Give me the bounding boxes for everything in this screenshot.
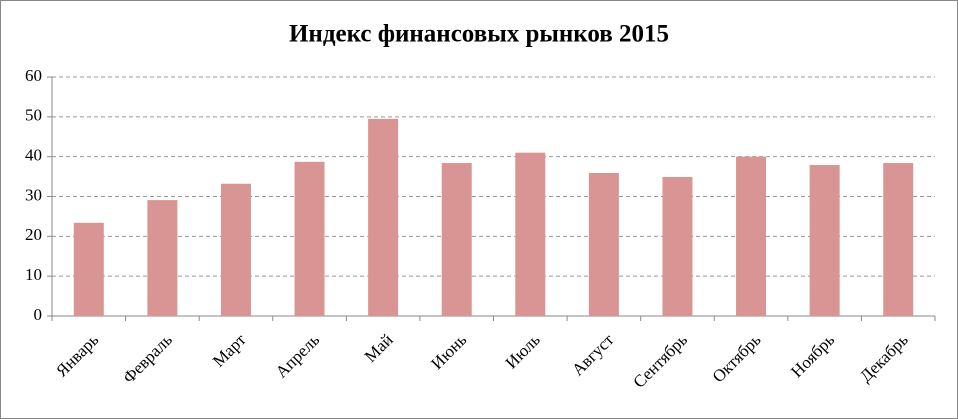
bar xyxy=(73,222,104,316)
bar xyxy=(220,183,251,316)
y-tick-label: 40 xyxy=(25,146,42,165)
bar xyxy=(662,176,693,316)
bar xyxy=(147,200,178,316)
y-tick-label: 10 xyxy=(25,265,42,284)
bar xyxy=(883,163,914,316)
bar xyxy=(368,118,399,316)
bar xyxy=(809,165,840,316)
bar xyxy=(441,163,472,316)
chart-title: Индекс финансовых рынков 2015 xyxy=(289,21,669,48)
bar xyxy=(736,156,767,316)
bar xyxy=(294,161,325,316)
y-tick-label: 30 xyxy=(25,185,42,204)
y-tick-label: 50 xyxy=(25,106,42,125)
bar xyxy=(588,172,619,316)
bar xyxy=(515,152,546,316)
y-tick-label: 0 xyxy=(34,305,43,324)
y-tick-label: 20 xyxy=(25,225,42,244)
y-tick-label: 60 xyxy=(25,66,42,85)
